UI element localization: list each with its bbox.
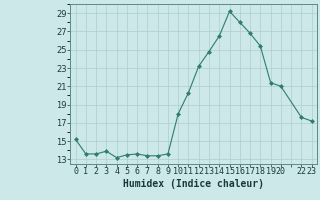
X-axis label: Humidex (Indice chaleur): Humidex (Indice chaleur) xyxy=(123,179,264,189)
